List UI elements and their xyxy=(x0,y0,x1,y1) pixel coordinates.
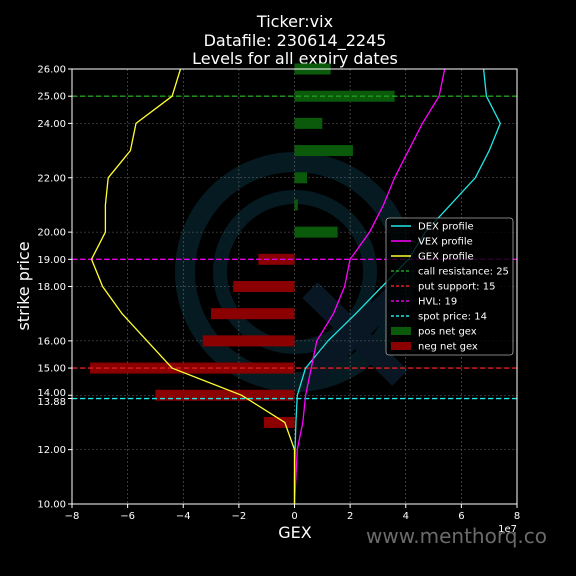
x-tick-label: 8 xyxy=(514,511,520,522)
legend-label: put support: 15 xyxy=(418,282,495,293)
watermark: www.menthorq.co xyxy=(366,524,547,548)
legend-label: HVL: 19 xyxy=(418,297,457,308)
y-tick-label: 19.00 xyxy=(37,255,66,266)
series-line xyxy=(293,68,502,504)
y-tick-label: 25.00 xyxy=(37,92,66,103)
y-tick-label: 24.00 xyxy=(37,119,66,130)
pos-net-gex-bar xyxy=(294,226,338,238)
title-line-1: Ticker:vix xyxy=(256,12,333,31)
neg-net-gex-bar xyxy=(155,389,295,401)
pos-net-gex-bar xyxy=(294,117,323,129)
pos-net-gex-bar xyxy=(294,172,308,184)
pos-net-gex-bar xyxy=(294,199,298,211)
legend-swatch xyxy=(391,342,411,350)
pos-net-gex-bar xyxy=(294,145,353,157)
legend-box xyxy=(385,217,514,356)
y-tick-label: 22.00 xyxy=(37,173,66,184)
y-tick-label: 26.00 xyxy=(37,65,66,76)
neg-net-gex-bar xyxy=(233,281,295,292)
legend-label: call resistance: 25 xyxy=(418,267,509,278)
y-tick-label: 18.00 xyxy=(37,282,66,293)
neg-net-gex-bar xyxy=(202,335,295,347)
x-tick-label: 4 xyxy=(403,511,409,522)
legend-label: neg net gex xyxy=(418,342,478,353)
series-line xyxy=(90,68,296,504)
neg-net-gex-bar xyxy=(263,416,295,428)
x-tick-label: −6 xyxy=(120,511,135,522)
x-tick-label: 6 xyxy=(458,511,464,522)
x-tick-label: −8 xyxy=(65,511,80,522)
title-line-3: Levels for all expiry dates xyxy=(192,49,398,68)
y-tick-label: 12.00 xyxy=(37,445,66,456)
y-tick-label: 13.88 xyxy=(37,397,66,408)
legend-label: spot price: 14 xyxy=(418,312,487,323)
x-tick-label: −4 xyxy=(176,511,191,522)
legend-label: GEX profile xyxy=(418,252,474,263)
profile-lines xyxy=(90,68,502,505)
x-tick-label: −2 xyxy=(232,511,247,522)
legend-label: DEX profile xyxy=(418,222,474,233)
title-line-2: Datafile: 230614_2245 xyxy=(204,31,387,51)
x-axis-label: GEX xyxy=(278,523,312,542)
y-tick-label: 20.00 xyxy=(37,228,66,239)
legend: DEX profile VEX profile GEX profile call re… xyxy=(385,217,514,356)
chart-title: Ticker:vix Datafile: 230614_2245 Levels … xyxy=(192,12,398,68)
y-tick-label: 14.00 xyxy=(37,388,66,399)
legend-label: pos net gex xyxy=(418,327,477,338)
y-tick-label: 15.00 xyxy=(37,364,66,375)
legend-label: VEX profile xyxy=(418,237,473,248)
y-tick-label: 16.00 xyxy=(37,336,66,347)
x-axis-offset: 1e7 xyxy=(498,524,517,535)
neg-net-gex-bar xyxy=(211,308,295,320)
x-tick-label: 0 xyxy=(291,511,297,522)
y-tick-label: 10.00 xyxy=(37,500,66,511)
series-line xyxy=(293,68,446,505)
x-tick-label: 2 xyxy=(347,511,353,522)
y-axis-label: strike price xyxy=(14,241,33,330)
legend-swatch xyxy=(391,327,411,335)
